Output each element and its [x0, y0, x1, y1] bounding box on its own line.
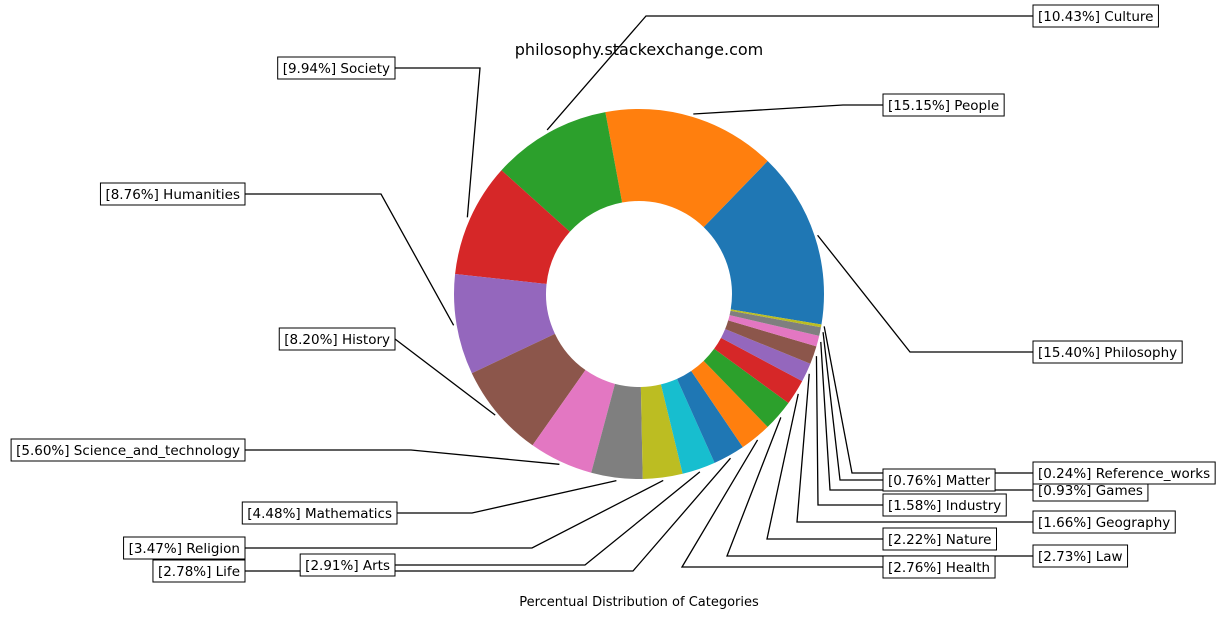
leader-line-history [394, 338, 496, 416]
slice-label-science-and-technology: [5.60%] Science_and_technology [16, 443, 240, 459]
leader-line-religion [245, 479, 664, 549]
slice-geography [721, 329, 811, 382]
slice-label-box-industry [882, 493, 1007, 517]
slice-label-box-history [278, 327, 396, 351]
slice-label-box-humanities [99, 182, 246, 206]
slice-label-box-reference-works [1032, 461, 1216, 485]
slice-label-law: [2.73%] Law [1038, 549, 1123, 565]
slice-label-box-culture [1032, 4, 1159, 28]
slice-label-box-law [1032, 544, 1129, 568]
slice-law [703, 348, 789, 427]
slice-label-box-nature [882, 527, 997, 551]
slice-reference-works [730, 309, 822, 328]
slice-religion [640, 384, 683, 479]
slice-label-society: [9.94%] Society [283, 61, 390, 77]
slice-life [677, 370, 743, 463]
slice-label-philosophy: [15.40%] Philosophy [1038, 345, 1177, 361]
slice-label-box-mathematics [241, 501, 398, 525]
slice-history [471, 333, 586, 446]
slice-label-life: [2.78%] Life [158, 564, 240, 580]
slice-label-religion: [3.47%] Religion [129, 541, 240, 557]
slice-label-humanities: [8.76%] Humanities [105, 187, 240, 203]
slice-label-reference-works: [0.24%] Reference_works [1038, 466, 1210, 482]
x-axis-label: Percentual Distribution of Categories [519, 595, 759, 610]
slice-arts [660, 378, 715, 474]
leader-line-philosophy [817, 234, 1033, 353]
slice-humanities [453, 274, 555, 374]
leader-line-reference-works [823, 326, 1033, 474]
slice-mathematics [591, 383, 643, 479]
leader-line-humanities [245, 193, 455, 326]
slice-label-geography: [1.66%] Geography [1038, 515, 1170, 531]
slice-label-box-science-and-technology [10, 438, 246, 462]
slice-society [455, 170, 570, 284]
leader-line-nature [766, 393, 883, 540]
slice-culture [501, 112, 623, 232]
leader-line-matter [822, 332, 883, 481]
slice-label-history: [8.20%] History [284, 332, 390, 348]
slice-philosophy [703, 161, 824, 325]
slice-label-games: [0.93%] Games [1038, 483, 1143, 499]
slice-matter [729, 310, 821, 336]
slice-label-box-health [882, 555, 996, 579]
leader-line-mathematics [397, 480, 617, 514]
slice-label-box-society [277, 56, 396, 80]
chart-title: philosophy.stackexchange.com [515, 40, 763, 59]
slice-games [728, 315, 820, 347]
slices-group [453, 109, 824, 479]
slice-science-and-technology [532, 370, 615, 473]
leader-line-geography [796, 373, 1033, 523]
slice-label-culture: [10.43%] Culture [1038, 9, 1153, 25]
leader-line-science-and-technology [245, 449, 560, 465]
slice-label-nature: [2.22%] Nature [888, 532, 992, 548]
leader-line-people [693, 104, 883, 115]
slice-health [691, 360, 768, 448]
slice-label-box-people [882, 93, 1005, 117]
slice-label-mathematics: [4.48%] Mathematics [247, 506, 392, 522]
slice-label-matter: [0.76%] Matter [888, 473, 991, 489]
slice-label-industry: [1.58%] Industry [888, 498, 1001, 514]
leader-line-society [395, 67, 481, 218]
leader-line-games [820, 341, 1033, 491]
leader-line-health [680, 439, 883, 568]
slice-nature [714, 337, 803, 404]
slice-label-health: [2.76%] Health [888, 560, 990, 576]
slice-people [605, 109, 768, 228]
slice-label-box-life [152, 559, 246, 583]
leader-line-arts [395, 471, 701, 566]
slice-label-people: [15.15%] People [888, 98, 999, 114]
leader-line-industry [815, 356, 883, 506]
slice-industry [725, 320, 817, 364]
slice-label-box-matter [882, 468, 996, 492]
slice-label-box-arts [299, 553, 396, 577]
slice-label-box-geography [1032, 510, 1176, 534]
slice-label-box-philosophy [1032, 340, 1183, 364]
labels-group: [15.40%] Philosophy [15.15%] People [10.43… [10, 4, 1216, 583]
leader-line-culture [546, 15, 1033, 131]
slice-label-box-religion [123, 536, 246, 560]
slice-label-arts: [2.91%] Arts [305, 558, 390, 574]
